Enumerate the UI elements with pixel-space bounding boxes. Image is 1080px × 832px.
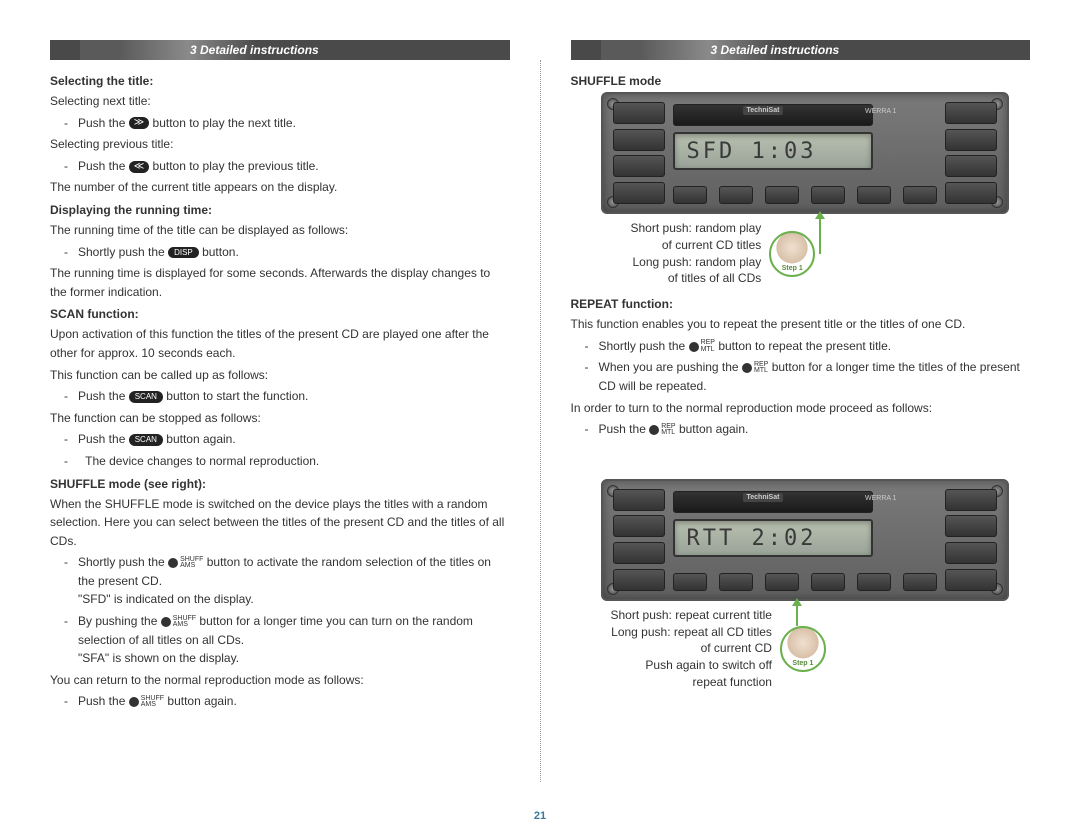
finger-icon — [780, 626, 826, 672]
finger-icon — [769, 231, 815, 277]
lcd-display: RTT 2:02 — [673, 519, 873, 557]
disp-icon: DISP — [168, 247, 199, 259]
text: In order to turn to the normal reproduct… — [571, 399, 1031, 418]
forward-icon: ≫ — [129, 117, 149, 129]
right-column: 3 Detailed instructions SHUFFLE mode Tec… — [571, 40, 1031, 812]
rewind-icon: ≪ — [129, 161, 149, 173]
shuff-icon: SHUFFAMS — [161, 616, 196, 629]
text: Upon activation of this function the tit… — [50, 325, 510, 362]
rep-icon: REPMTL — [742, 362, 768, 375]
text: The function can be stopped as follows: — [50, 409, 510, 428]
device-brand: TechniSat — [743, 106, 784, 115]
heading-shuffle: SHUFFLE mode (see right): — [50, 477, 510, 491]
bullet: Shortly push the REPMTL button to repeat… — [571, 337, 1031, 356]
callout: Short push: repeat current title Long pu… — [611, 607, 1031, 691]
device-image: TechniSat WERRA 1 SFD 1:03 — [601, 92, 1009, 214]
callout-arrow-icon — [796, 601, 798, 626]
scan-icon: SCAN — [129, 391, 163, 403]
section-banner-right: 3 Detailed instructions — [571, 40, 1031, 60]
device-model: WERRA 1 — [865, 495, 897, 502]
bullet: Push the REPMTL button again. — [571, 420, 1031, 439]
bullet: When you are pushing the REPMTL button f… — [571, 358, 1031, 395]
text: You can return to the normal reproductio… — [50, 671, 510, 690]
callout-arrow-icon — [819, 214, 821, 254]
bullet: By pushing the SHUFFAMS button for a lon… — [50, 612, 510, 668]
lcd-display: SFD 1:03 — [673, 132, 873, 170]
bullet: Push the SCAN button again. — [50, 430, 510, 449]
rep-icon: REPMTL — [649, 424, 675, 437]
text: Selecting previous title: — [50, 135, 510, 154]
heading-shuffle-mode: SHUFFLE mode — [571, 74, 1031, 88]
shuff-icon: SHUFFAMS — [129, 696, 164, 709]
bullet: Shortly push the DISP button. — [50, 243, 510, 262]
section-banner-left: 3 Detailed instructions — [50, 40, 510, 60]
device-model: WERRA 1 — [865, 108, 897, 115]
bullet: Push the SCAN button to start the functi… — [50, 387, 510, 406]
shuff-icon: SHUFFAMS — [168, 557, 203, 570]
bullet: Shortly push the SHUFFAMS button to acti… — [50, 553, 510, 609]
bullet: Push the ≫ button to play the next title… — [50, 114, 510, 133]
callout: Short push: random play of current CD ti… — [631, 220, 1031, 287]
text: This function can be called up as follow… — [50, 366, 510, 385]
heading-selecting-title: Selecting the title: — [50, 74, 510, 88]
column-divider — [540, 60, 541, 782]
left-column: 3 Detailed instructions Selecting the ti… — [50, 40, 510, 812]
heading-repeat: REPEAT function: — [571, 297, 1031, 311]
heading-running-time: Displaying the running time: — [50, 203, 510, 217]
text: The number of the current title appears … — [50, 178, 510, 197]
device-brand: TechniSat — [743, 493, 784, 502]
page-number: 21 — [534, 810, 546, 822]
text: When the SHUFFLE mode is switched on the… — [50, 495, 510, 551]
rep-icon: REPMTL — [689, 340, 715, 353]
scan-icon: SCAN — [129, 434, 163, 446]
device-image: TechniSat WERRA 1 RTT 2:02 — [601, 479, 1009, 601]
text: Selecting next title: — [50, 92, 510, 111]
bullet: Push the ≪ button to play the previous t… — [50, 157, 510, 176]
bullet: Push the SHUFFAMS button again. — [50, 692, 510, 711]
text: This function enables you to repeat the … — [571, 315, 1031, 334]
bullet-cont: - The device changes to normal reproduct… — [50, 452, 510, 471]
text: The running time is displayed for some s… — [50, 264, 510, 301]
text: The running time of the title can be dis… — [50, 221, 510, 240]
heading-scan: SCAN function: — [50, 307, 510, 321]
